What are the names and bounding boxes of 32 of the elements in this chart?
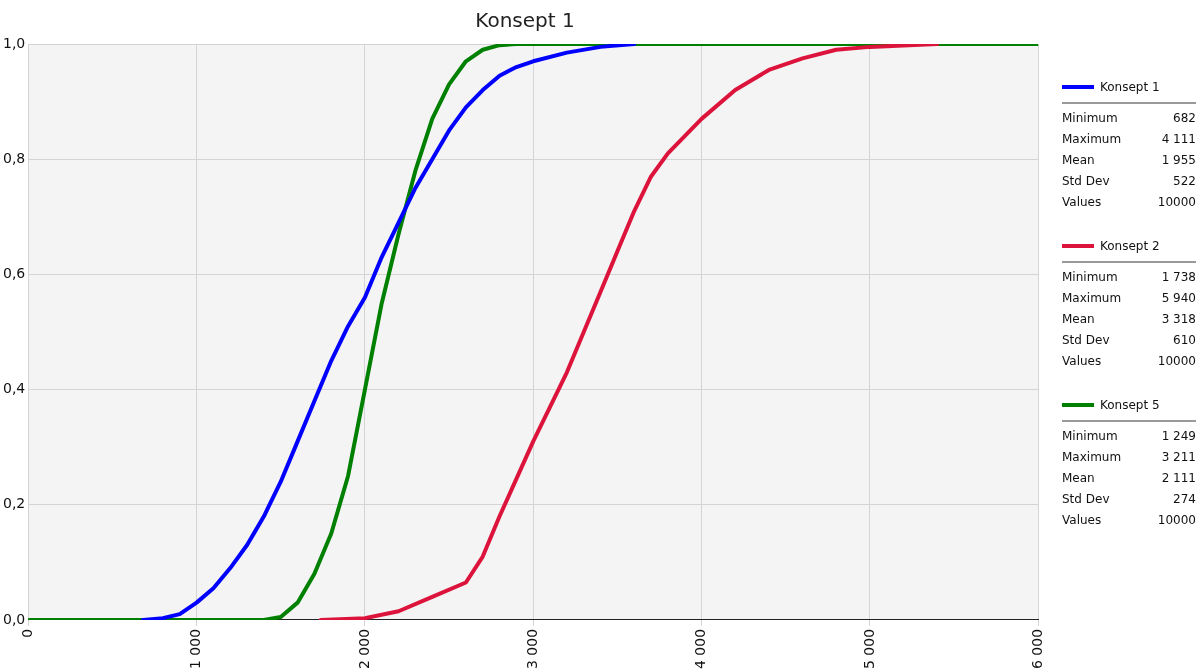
text: Maximum 3 211 xyxy=(1062,450,1196,464)
legend-label: Konsept 1 xyxy=(1100,80,1160,94)
text: Values 10000 xyxy=(1062,195,1196,209)
x-tick-label: 5 000 xyxy=(860,628,877,670)
text: Values 10000 xyxy=(1062,354,1196,368)
x-tick-label: 4 000 xyxy=(692,628,709,670)
y-tick-label: 0,8 xyxy=(3,149,26,166)
x-tick-label: 3 000 xyxy=(523,628,540,670)
text: Std Dev 522 xyxy=(1062,174,1196,188)
y-tick-label: 0,0 xyxy=(3,610,26,627)
x-tick-label: 2 000 xyxy=(355,628,372,670)
legend-label: Konsept 2 xyxy=(1100,239,1160,253)
y-tick-label: 1,0 xyxy=(3,34,26,51)
x-tick-label: 6 000 xyxy=(1028,628,1045,670)
text: Maximum 4 111 xyxy=(1062,132,1196,146)
text: Values 10000 xyxy=(1062,513,1196,527)
text: Minimum 1 738 xyxy=(1062,270,1196,284)
text: Mean 3 318 xyxy=(1062,312,1196,326)
y-tick-label: 0,2 xyxy=(3,495,26,512)
x-tick-label: 1 000 xyxy=(187,628,204,670)
y-tick-label: 0,6 xyxy=(3,265,26,282)
legend-label: Konsept 5 xyxy=(1100,398,1160,412)
text: Mean 2 111 xyxy=(1062,471,1196,485)
text: Std Dev 610 xyxy=(1062,333,1196,347)
chart-title: Konsept 1 xyxy=(475,8,575,33)
text: Minimum 1 249 xyxy=(1062,429,1196,443)
text: Mean 1 955 xyxy=(1062,153,1196,167)
text: Std Dev 274 xyxy=(1062,492,1196,506)
y-tick-label: 0,4 xyxy=(3,380,26,397)
x-tick-label: 0 xyxy=(18,628,35,638)
text: Minimum 682 xyxy=(1062,111,1196,125)
text: Maximum 5 940 xyxy=(1062,291,1196,305)
